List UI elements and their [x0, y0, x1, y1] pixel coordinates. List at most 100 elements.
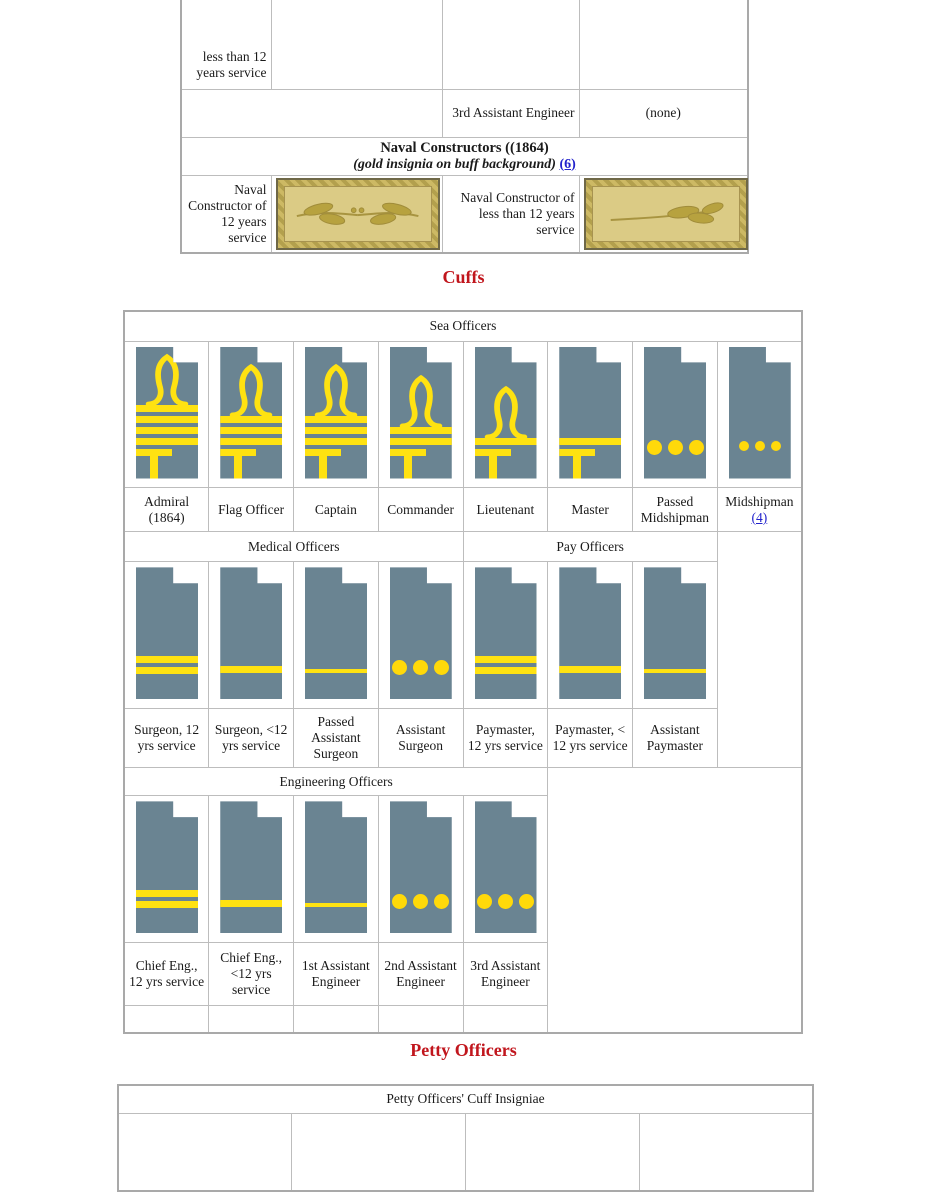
engineering-officers-header: Engineering Officers	[123, 767, 549, 797]
rank-label: Paymaster, < 12 yrs service	[552, 722, 628, 754]
cuff-image-cell	[462, 340, 549, 489]
cuff-image-cell	[208, 561, 294, 710]
cuff-image-cell	[716, 340, 803, 489]
empty-cell	[462, 1005, 549, 1034]
cuff-image-cell	[462, 561, 549, 710]
empty-cell	[180, 88, 443, 138]
rank-label-cell: Chief Eng., 12 yrs service	[123, 942, 210, 1007]
cuff-image-cell	[123, 795, 210, 944]
rank-label-cell: Commander	[377, 487, 464, 533]
rank-label: Assistant Surgeon	[395, 722, 446, 754]
insignia-cell	[270, 175, 443, 254]
rank-label-cell: 2nd Assistant Engineer	[377, 942, 464, 1007]
empty-cell	[638, 1112, 814, 1192]
asst-surgeon-cuff-image	[382, 564, 459, 703]
first-asst-engineer-cuff-image	[298, 798, 374, 937]
petty-cuff-insigniae-header: Petty Officers' Cuff Insigniae	[117, 1084, 814, 1114]
footnote-link-6[interactable]: (6)	[559, 156, 576, 172]
rank-label-cell: Flag Officer	[208, 487, 294, 533]
empty-cell	[377, 1005, 464, 1034]
cuff-image-cell	[632, 340, 718, 489]
rank-label: Midshipman	[725, 494, 794, 509]
rank-label-cell: Lieutenant	[462, 487, 549, 533]
rank-label: less than 12 years service	[196, 48, 267, 80]
rank-label: 3rd Assistant Engineer	[452, 105, 575, 121]
surgeon-under12-cuff-image	[213, 564, 290, 703]
device-label: (none)	[645, 105, 681, 121]
asst-paymaster-cuff-image	[637, 564, 713, 703]
captain-cuff-image	[298, 343, 374, 482]
crossed-sprigs-art	[296, 202, 419, 225]
cuffs-heading: Cuffs	[442, 267, 485, 287]
empty-cell	[441, 0, 580, 90]
rank-label-cell: 1st Assistant Engineer	[293, 942, 379, 1007]
rank-label: Admiral (1864)	[144, 494, 190, 525]
section-header-cell: Naval Constructors ((1864) (gold insigni…	[180, 136, 749, 177]
lieutenant-cuff-image	[467, 343, 544, 482]
passed-asst-surgeon-cuff-image	[298, 564, 374, 703]
rank-label-cell: Master	[547, 487, 633, 533]
empty-cell	[578, 0, 749, 90]
rank-label-cell: Assistant Surgeon	[377, 708, 464, 769]
cuff-image-cell	[632, 561, 718, 710]
rank-label-cell: Naval Constructor of less than 12 years …	[441, 175, 580, 254]
rank-label: Paymaster, 12 yrs service	[467, 722, 543, 754]
rank-label: 2nd Assistant Engineer	[384, 958, 457, 990]
rank-label: Passed Midshipman	[640, 494, 709, 525]
cuffs-table: Sea Officers Admiral (1864) Flag Officer…	[123, 310, 803, 1034]
medical-officers-header: Medical Officers	[123, 531, 464, 563]
rank-label-cell: Passed Assistant Surgeon	[293, 708, 379, 769]
rank-label-cell: Paymaster, 12 yrs service	[462, 708, 549, 769]
rank-label: Chief Eng., 12 yrs service	[129, 958, 205, 990]
cuff-image-cell	[377, 795, 464, 944]
petty-officers-heading: Petty Officers	[410, 1040, 517, 1060]
chief-eng-under12-cuff-image	[213, 798, 290, 937]
rank-label-cell: Surgeon, <12 yrs service	[208, 708, 294, 769]
rank-label-cell: Admiral (1864)	[123, 487, 210, 533]
paymaster-under12-cuff-image	[552, 564, 629, 703]
rank-label-cell: Chief Eng., <12 yrs service	[208, 942, 294, 1007]
second-asst-engineer-cuff-image	[382, 798, 459, 937]
empty-cell	[117, 1112, 293, 1192]
single-sprig-insignia-image	[583, 178, 748, 251]
empty-cell	[291, 1112, 466, 1192]
rank-label-cell: Naval Constructor of 12 years service	[180, 175, 272, 254]
section-title: Naval Constructors ((1864)	[380, 139, 549, 156]
rank-label-cell: less than 12 years service	[180, 0, 272, 90]
empty-cell	[547, 767, 803, 1034]
rank-label: Assistant Paymaster	[646, 722, 703, 754]
rank-label-cell: Midshipman (4)	[716, 487, 803, 533]
rank-label: Passed Assistant Surgeon	[311, 714, 361, 762]
cuff-image-cell	[293, 561, 379, 710]
cuff-image-cell	[377, 561, 464, 710]
empty-cell	[270, 0, 443, 90]
device-cell: (none)	[578, 88, 749, 138]
cuff-image-cell	[462, 795, 549, 944]
commander-cuff-image	[382, 343, 459, 482]
rank-label: 3rd Assistant Engineer	[470, 958, 541, 990]
section-subtitle: (gold insignia on buff background) (6)	[353, 156, 576, 172]
single-sprig-art	[610, 202, 724, 224]
empty-cell	[293, 1005, 379, 1034]
flag-officer-cuff-image	[213, 343, 290, 482]
rank-label-cell: Paymaster, < 12 yrs service	[547, 708, 633, 769]
insignia-cell	[578, 175, 749, 254]
rank-label: Surgeon, <12 yrs service	[214, 722, 288, 754]
rank-label-cell: Assistant Paymaster	[632, 708, 718, 769]
cuff-image-cell	[208, 795, 294, 944]
empty-cell	[208, 1005, 294, 1034]
rank-label: Naval Constructor of less than 12 years …	[460, 190, 575, 238]
empty-cell	[716, 531, 803, 769]
rank-label: Naval Constructor of 12 years service	[188, 182, 267, 246]
footnote-link-4[interactable]: (4)	[751, 509, 768, 525]
rank-label: Chief Eng., <12 yrs service	[220, 950, 283, 998]
cuff-image-cell	[547, 561, 633, 710]
rank-label-cell: 3rd Assistant Engineer	[441, 88, 580, 138]
crossed-sprigs-insignia-image	[275, 178, 440, 251]
cuff-image-cell	[293, 795, 379, 944]
rank-label: Captain	[314, 501, 357, 517]
rank-label-cell: 3rd Assistant Engineer	[462, 942, 549, 1007]
third-asst-engineer-cuff-image	[467, 798, 544, 937]
master-cuff-image	[552, 343, 629, 482]
